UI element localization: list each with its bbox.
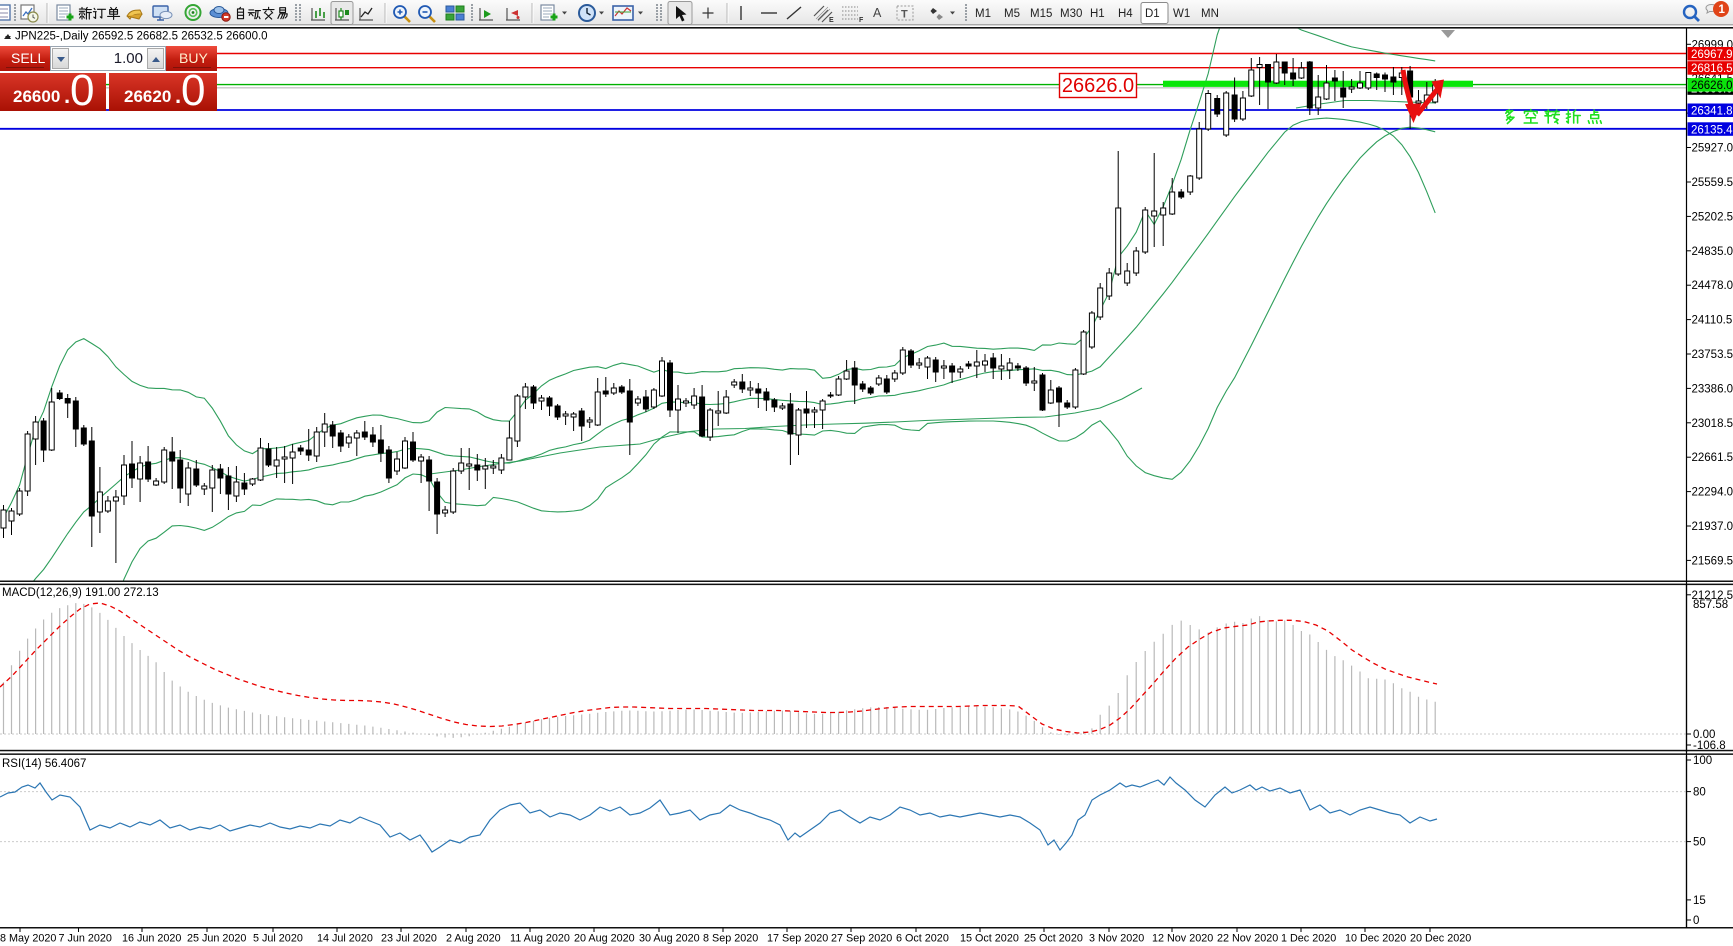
svg-text:M5: M5 [1004,8,1020,20]
svg-text:25 Oct 2020: 25 Oct 2020 [1024,933,1083,945]
svg-text:26626.0: 26626.0 [1691,80,1733,92]
svg-text:6 Oct 2020: 6 Oct 2020 [896,933,949,945]
svg-text:21569.5: 21569.5 [1692,555,1733,567]
svg-text:MN: MN [1201,8,1219,20]
svg-text:16 Jun 2020: 16 Jun 2020 [122,933,181,945]
svg-text:21212.5: 21212.5 [1692,590,1733,602]
svg-text:H4: H4 [1118,8,1133,20]
svg-text:14 Jul 2020: 14 Jul 2020 [317,933,373,945]
svg-text:3 Nov 2020: 3 Nov 2020 [1089,933,1144,945]
svg-text:H1: H1 [1090,8,1105,20]
svg-text:M30: M30 [1060,8,1082,20]
svg-text:A: A [873,6,882,20]
svg-text:-106.8: -106.8 [1693,740,1726,752]
svg-text:26341.8: 26341.8 [1691,106,1733,118]
svg-text:23386.0: 23386.0 [1692,383,1733,395]
svg-text:24110.5: 24110.5 [1692,315,1733,327]
svg-text:22294.0: 22294.0 [1692,487,1733,499]
svg-text:27 Sep 2020: 27 Sep 2020 [831,933,892,945]
svg-text:12 Nov 2020: 12 Nov 2020 [1152,933,1213,945]
svg-text:0: 0 [1693,915,1699,927]
svg-text:50: 50 [1693,837,1706,849]
svg-text:20 Aug 2020: 20 Aug 2020 [574,933,635,945]
svg-text:M1: M1 [975,8,991,20]
svg-text:26967.9: 26967.9 [1691,49,1733,61]
svg-text:D1: D1 [1145,8,1160,20]
svg-text:24478.0: 24478.0 [1692,280,1733,292]
svg-text:25202.5: 25202.5 [1692,211,1733,223]
svg-text:25 Jun 2020: 25 Jun 2020 [187,933,246,945]
svg-text:25559.5: 25559.5 [1692,177,1733,189]
svg-text:26626.0: 26626.0 [1062,75,1134,97]
svg-text:857.58: 857.58 [1693,599,1728,611]
svg-text:21937.0: 21937.0 [1692,521,1733,533]
svg-text:RSI(14) 56.4067: RSI(14) 56.4067 [2,758,86,770]
svg-text:E: E [829,17,834,24]
svg-text:26135.4: 26135.4 [1691,124,1733,136]
svg-text:5 Jul 2020: 5 Jul 2020 [253,933,303,945]
svg-text:F: F [859,17,864,24]
svg-text:JPN225-,Daily 26592.5 26682.5: JPN225-,Daily 26592.5 26682.5 26532.5 26… [15,31,268,43]
svg-text:80: 80 [1693,787,1706,799]
svg-text:17 Sep 2020: 17 Sep 2020 [767,933,828,945]
svg-text:100: 100 [1693,755,1712,767]
svg-text:10 Dec 2020: 10 Dec 2020 [1345,933,1406,945]
svg-text:11 Aug 2020: 11 Aug 2020 [510,933,570,945]
svg-text:30 Aug 2020: 30 Aug 2020 [639,933,700,945]
svg-text:25927.0: 25927.0 [1692,143,1733,155]
svg-text:8 May 2020: 8 May 2020 [0,933,56,945]
svg-text:24835.0: 24835.0 [1692,246,1733,258]
svg-text:26816.5: 26816.5 [1691,63,1733,75]
svg-text:0.00: 0.00 [1693,729,1715,741]
svg-text:23018.5: 23018.5 [1692,418,1733,430]
svg-text:15 Oct 2020: 15 Oct 2020 [960,933,1019,945]
svg-text:7 Jun 2020: 7 Jun 2020 [59,933,112,945]
svg-text:22 Nov 2020: 22 Nov 2020 [1217,933,1278,945]
svg-text:23753.5: 23753.5 [1692,349,1733,361]
svg-text:1: 1 [1719,4,1726,16]
svg-text:1 Dec 2020: 1 Dec 2020 [1281,933,1336,945]
svg-text:W1: W1 [1173,8,1190,20]
svg-text:8 Sep 2020: 8 Sep 2020 [703,933,758,945]
svg-text:23 Jul 2020: 23 Jul 2020 [381,933,437,945]
svg-text:20 Dec 2020: 20 Dec 2020 [1410,933,1471,945]
svg-text:15: 15 [1693,895,1706,907]
svg-text:2 Aug 2020: 2 Aug 2020 [446,933,501,945]
svg-text:22661.5: 22661.5 [1692,452,1733,464]
svg-text:M15: M15 [1030,8,1052,20]
svg-text:T: T [901,9,908,21]
svg-text:MACD(12,26,9) 191.00 272.13: MACD(12,26,9) 191.00 272.13 [2,587,159,599]
